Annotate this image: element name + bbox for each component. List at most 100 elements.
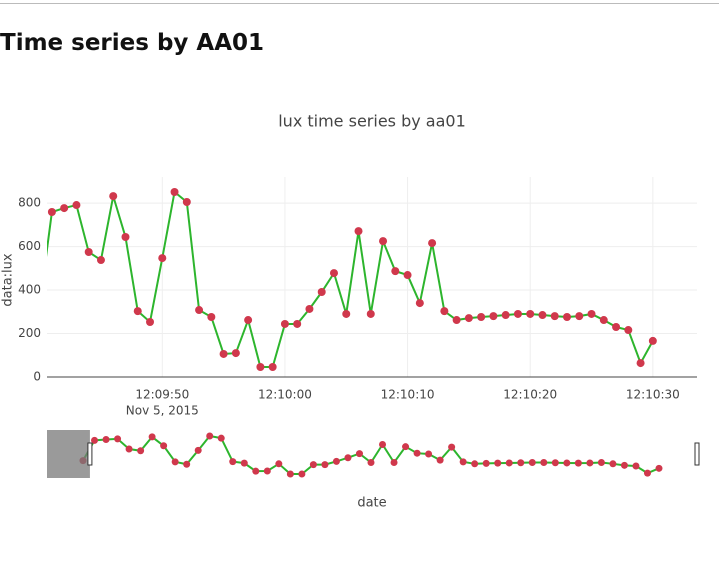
slider-marker xyxy=(459,458,467,466)
slider-marker xyxy=(632,462,640,470)
series-marker xyxy=(612,323,621,331)
series-marker xyxy=(293,319,302,328)
series-marker xyxy=(219,349,228,358)
series-marker xyxy=(648,336,657,345)
slider-marker xyxy=(528,458,536,466)
x-tick-label: 12:10:10 xyxy=(381,388,435,402)
slider-marker xyxy=(448,443,456,451)
slider-marker xyxy=(482,459,490,467)
series-marker xyxy=(158,254,167,263)
slider-marker xyxy=(655,464,663,472)
series-marker xyxy=(563,313,571,321)
series-marker xyxy=(379,237,388,246)
slider-marker xyxy=(217,434,225,442)
series-marker xyxy=(182,198,191,206)
slider-marker xyxy=(471,460,479,468)
range-slider-handle xyxy=(87,442,93,466)
series-marker xyxy=(428,239,437,248)
slider-marker xyxy=(183,460,191,468)
slider-marker xyxy=(240,459,248,467)
series-marker xyxy=(440,307,449,316)
slider-marker xyxy=(160,442,168,450)
series-marker xyxy=(526,309,535,318)
series-marker xyxy=(72,201,81,210)
slider-marker xyxy=(114,435,122,443)
slider-marker xyxy=(505,459,513,467)
series-marker xyxy=(624,326,633,335)
series-marker xyxy=(587,309,596,318)
slider-marker xyxy=(551,459,559,467)
series-marker xyxy=(109,192,118,201)
series-marker xyxy=(133,307,142,316)
series-marker xyxy=(636,359,645,368)
range-slider xyxy=(79,432,663,478)
slider-marker xyxy=(275,460,283,468)
slider-marker xyxy=(563,459,571,467)
slider-marker xyxy=(309,461,317,469)
series-marker xyxy=(538,311,547,320)
series-marker xyxy=(501,311,510,320)
range-slider-bg xyxy=(47,430,697,478)
y-tick-label: 0 xyxy=(33,370,41,384)
series-marker xyxy=(354,227,363,236)
series-marker xyxy=(415,299,424,308)
x-date-label: Nov 5, 2015 xyxy=(126,404,199,418)
x-tick-label: 12:10:00 xyxy=(258,388,312,402)
slider-marker xyxy=(379,441,387,449)
slider-marker xyxy=(402,443,410,451)
slider-marker xyxy=(367,458,375,466)
slider-marker xyxy=(597,458,605,466)
series-marker xyxy=(403,271,412,280)
series-marker xyxy=(464,314,473,323)
slider-marker xyxy=(206,432,214,440)
series-marker xyxy=(268,363,277,371)
y-tick-label: 800 xyxy=(18,196,41,210)
series-marker xyxy=(280,319,289,328)
y-tick-label: 400 xyxy=(18,283,41,297)
series-marker xyxy=(47,208,56,216)
slider-marker xyxy=(494,459,502,467)
slider-marker xyxy=(390,458,398,466)
slider-marker xyxy=(148,433,156,441)
slider-marker xyxy=(125,445,133,453)
slider-marker xyxy=(229,458,237,466)
top-border xyxy=(0,3,719,4)
series-marker xyxy=(84,248,93,256)
slider-marker xyxy=(643,469,651,477)
series-marker xyxy=(170,188,179,196)
series-marker xyxy=(146,318,155,326)
slider-marker xyxy=(194,446,202,454)
series-line xyxy=(47,190,654,368)
x-tick-label: 12:10:20 xyxy=(503,388,557,402)
series-marker xyxy=(256,363,265,371)
series-marker xyxy=(195,306,204,315)
y-tick-label: 200 xyxy=(18,326,41,340)
slider-marker xyxy=(609,460,617,468)
slider-marker xyxy=(344,454,352,462)
series-marker xyxy=(121,233,130,241)
slider-marker xyxy=(286,470,294,478)
slider-marker xyxy=(137,447,145,455)
series-marker xyxy=(329,269,338,278)
series-marker xyxy=(477,313,486,321)
slider-marker xyxy=(321,461,329,469)
series-marker xyxy=(207,313,216,321)
slider-marker xyxy=(332,457,340,465)
series-marker xyxy=(513,309,522,318)
slider-marker xyxy=(263,467,271,475)
series-marker xyxy=(244,316,253,325)
slider-marker xyxy=(413,449,421,457)
series-marker xyxy=(317,288,326,296)
plot-area xyxy=(47,188,657,371)
range-slider-mask xyxy=(47,430,90,478)
slider-marker xyxy=(252,467,260,475)
series-marker xyxy=(575,312,584,321)
slider-marker xyxy=(171,458,179,466)
chart-title: lux time series by aa01 xyxy=(278,112,466,131)
y-axis-label: data:lux xyxy=(1,253,16,307)
x-tick-label: 12:09:50 xyxy=(135,388,189,402)
slider-marker xyxy=(425,450,433,458)
series-marker xyxy=(231,349,240,358)
y-tick-label: 600 xyxy=(18,239,41,253)
